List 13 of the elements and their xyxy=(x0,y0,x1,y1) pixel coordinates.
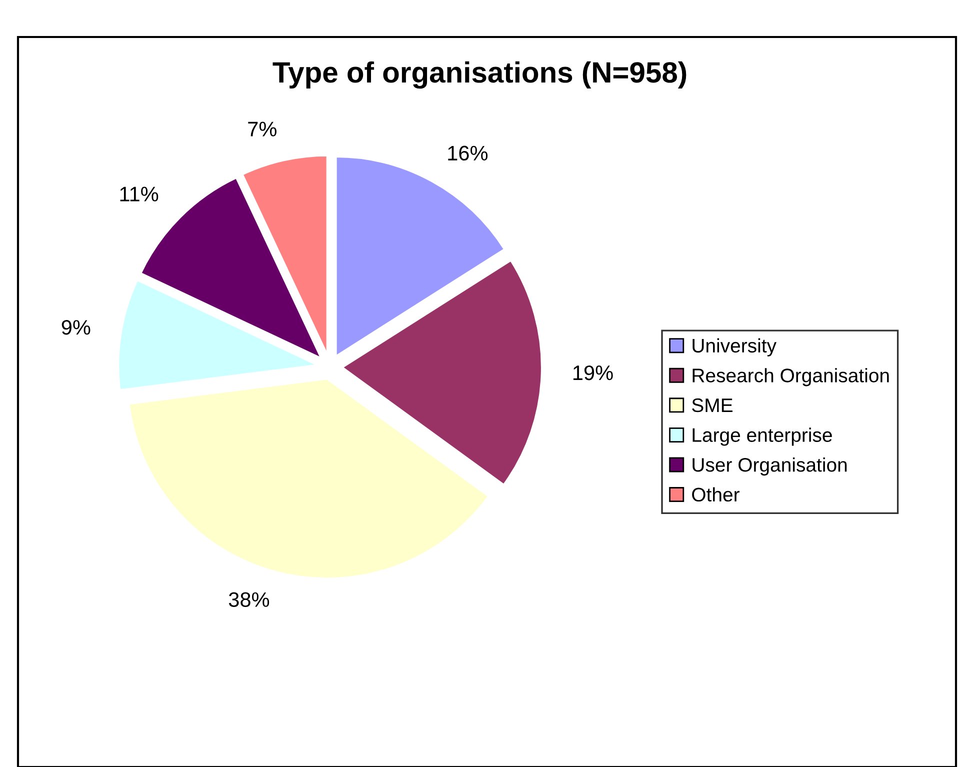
data-label: 7% xyxy=(248,122,276,136)
data-label: 19% xyxy=(573,365,613,380)
legend-label: SME xyxy=(692,398,732,412)
data-label: 38% xyxy=(228,592,270,607)
legend-label: Other xyxy=(692,487,740,502)
legend-label: User Organisation xyxy=(692,457,847,476)
data-label: 9% xyxy=(62,320,90,335)
legend-label: University xyxy=(692,338,776,356)
data-label: 16% xyxy=(448,146,488,161)
legend-label: Research Organisation xyxy=(692,368,889,386)
legend-label: Large enterprise xyxy=(692,428,832,446)
chart-title: Type of organisations (N=958) xyxy=(272,61,686,89)
data-label: 11% xyxy=(120,186,158,202)
